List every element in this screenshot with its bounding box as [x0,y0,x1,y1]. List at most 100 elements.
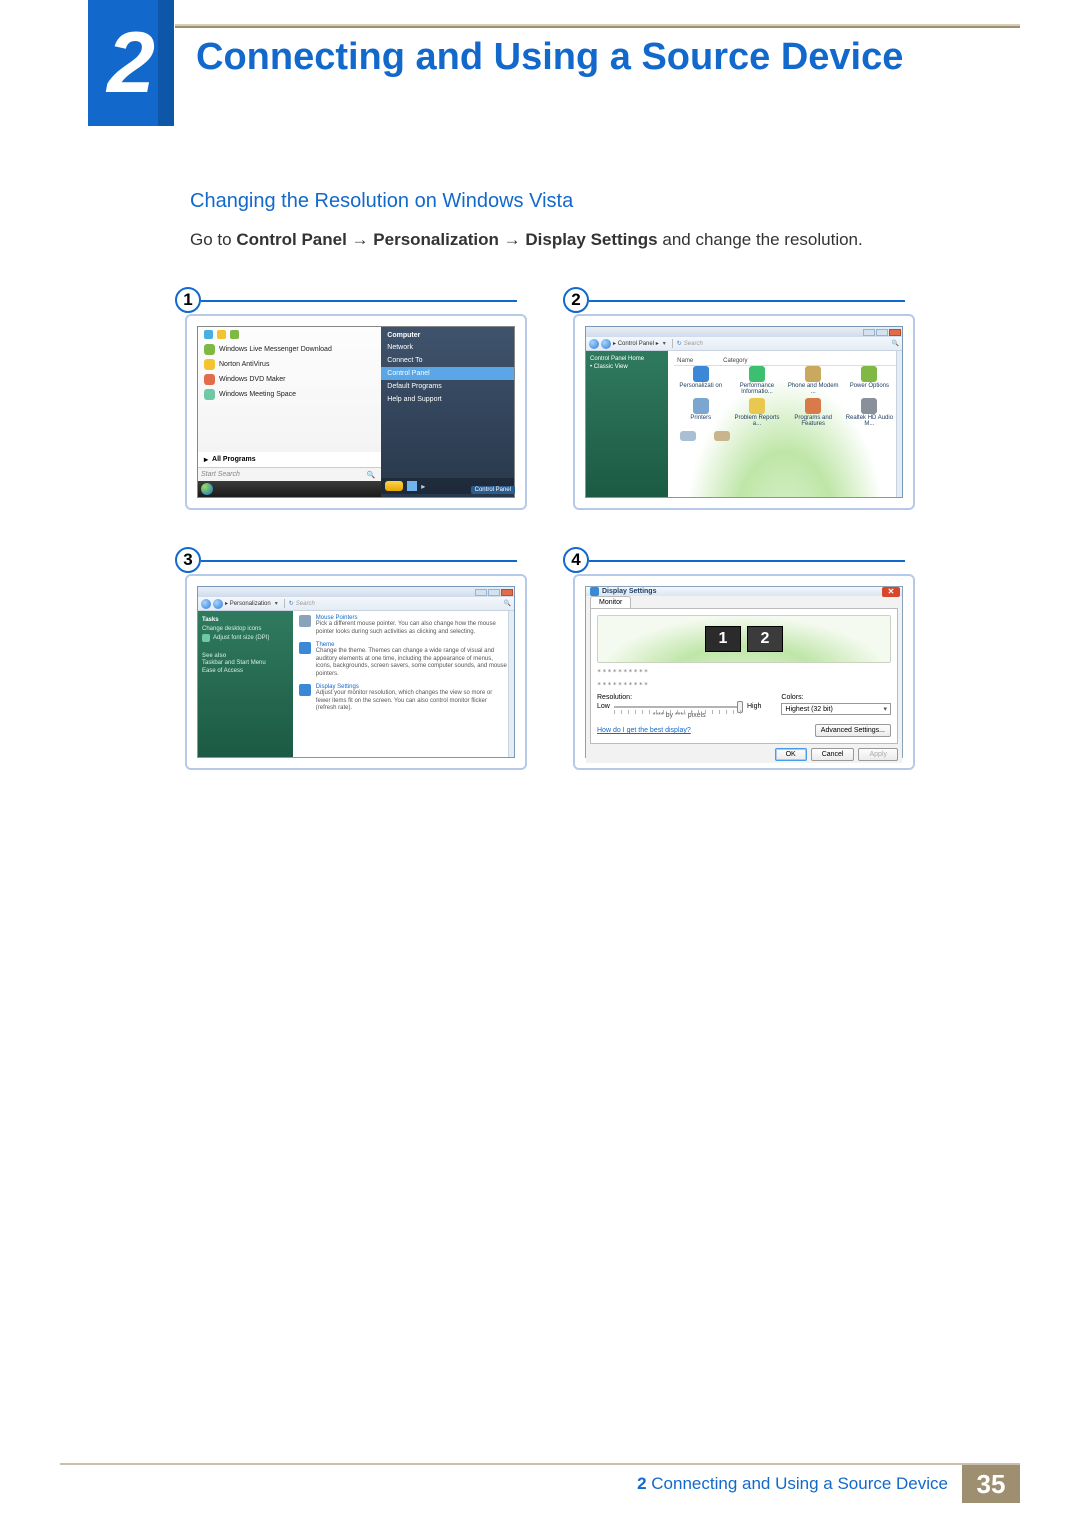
taskbar: Control Panel [198,481,381,497]
maximize-button[interactable] [488,589,500,596]
minimize-button[interactable] [863,329,875,336]
minimize-button[interactable] [475,589,487,596]
refresh-icon[interactable]: ↻ [289,600,294,607]
apply-button[interactable]: Apply [858,748,898,761]
search-icon[interactable]: 🔍 [504,600,511,607]
column-header[interactable]: Category [723,358,747,364]
control-panel-window: ▸ Control Panel ▸ ↻ Search 🔍 Control Pan… [585,326,903,498]
start-search-input[interactable]: Start Search 🔍 [198,467,381,481]
start-menu-right-item[interactable]: Connect To [381,354,514,367]
control-panel-item[interactable]: Realtek HD Audio M... [843,398,896,427]
advanced-settings-button[interactable]: Advanced Settings... [815,724,891,737]
breadcrumb-dropdown-icon[interactable] [273,600,280,607]
start-orb-icon[interactable] [201,483,213,495]
start-menu-item[interactable]: Windows Meeting Space [204,387,375,402]
panel-1-frame: Windows Live Messenger Download Norton An… [185,314,527,510]
search-icon[interactable]: 🔍 [892,340,899,347]
start-menu-right-header[interactable]: Computer [381,330,514,341]
tab-monitor[interactable]: Monitor [590,596,631,608]
refresh-icon[interactable]: ↻ [677,340,682,347]
personalization-entry-icon [299,642,311,654]
control-panel-item-icon[interactable] [680,431,696,441]
start-menu-right-item[interactable]: Default Programs [381,380,514,393]
start-menu-item[interactable]: Norton AntiVirus [204,357,375,372]
pinned-app-icon[interactable] [204,330,213,339]
pinned-app-icon[interactable] [230,330,239,339]
personalization-task-link[interactable]: Adjust font size (DPI) [202,633,289,643]
instruction-arrow-1: → [347,230,373,249]
start-menu-item[interactable]: Windows Live Messenger Download [204,342,375,357]
personalization-see-also-link[interactable]: Ease of Access [202,667,289,675]
start-menu-right-item[interactable]: Control Panel [381,367,514,380]
slider-low-label: Low [597,703,610,710]
instruction-path-2: Personalization [373,230,499,249]
help-link[interactable]: How do I get the best display? [597,727,691,734]
resolution-column: Resolution: Low High **** by **** pixels [597,694,761,719]
dialog-titlebar: Display Settings ✕ [586,587,902,596]
footer-chapter-title: Connecting and Using a Source Device [651,1474,948,1493]
slider-high-label: High [747,703,761,710]
scrollbar[interactable] [896,351,902,497]
start-menu-item-label: Windows Live Messenger Download [219,346,332,353]
start-search-placeholder: Start Search [201,471,240,478]
control-panel-item-icon [861,366,877,382]
start-menu-right-item[interactable]: Network [381,341,514,354]
personalization-entry-desc: Adjust your monitor resolution, which ch… [316,690,508,713]
control-panel-sidebar-item[interactable]: Control Panel Home [590,355,664,363]
nav-back-icon[interactable] [589,339,599,349]
control-panel-item-icon [693,398,709,414]
close-button[interactable] [889,329,901,336]
resolution-slider[interactable]: Low High [597,703,761,710]
slider-track[interactable] [614,706,743,708]
personalization-entry[interactable]: Display SettingsAdjust your monitor reso… [299,684,508,713]
ok-button[interactable]: OK [775,748,807,761]
personalization-entry[interactable]: Mouse PointersPick a different mouse poi… [299,615,508,636]
breadcrumb-personalization[interactable]: ▸ Personalization [225,600,271,607]
start-menu-item[interactable]: Windows DVD Maker [204,372,375,387]
nav-forward-icon[interactable] [601,339,611,349]
control-panel-item-label: Problem Reports a... [730,415,783,427]
colors-label: Colors: [781,694,891,701]
personalization-window: ▸ Personalization ↻ Search 🔍 Tasks Chang… [197,586,515,758]
power-button-icon[interactable] [385,481,403,491]
control-panel-item[interactable]: Problem Reports a... [730,398,783,427]
power-menu-chevron-icon[interactable]: ▸ [421,482,425,491]
page-footer: 2 Connecting and Using a Source Device 3… [60,1463,1020,1503]
control-panel-item[interactable]: Programs and Features [787,398,840,427]
column-header[interactable]: Name [677,358,693,364]
slider-thumb[interactable] [737,701,743,713]
control-panel-item-label: Performance Informatio... [730,383,783,395]
nav-back-icon[interactable] [201,599,211,609]
page-title: Connecting and Using a Source Device [196,36,903,79]
monitor-1[interactable]: 1 [705,626,741,652]
close-button[interactable] [501,589,513,596]
personalization-task-link[interactable]: Change desktop icons [202,625,289,633]
breadcrumb-control-panel[interactable]: ▸ Control Panel ▸ [613,340,659,347]
cancel-button[interactable]: Cancel [811,748,855,761]
start-menu-right-item[interactable]: Help and Support [381,393,514,406]
control-panel-item[interactable]: Power Options [843,366,896,395]
dialog-title: Display Settings [602,588,656,595]
personalization-see-also-link[interactable]: Taskbar and Start Menu [202,659,289,667]
colors-select[interactable]: Highest (32 bit) [781,703,891,715]
pinned-app-icon[interactable] [217,330,226,339]
control-panel-item[interactable]: Personalizati on [674,366,727,395]
personalization-entry[interactable]: ThemeChange the theme. Themes can change… [299,642,508,678]
control-panel-item-icon[interactable] [714,431,730,441]
nav-forward-icon[interactable] [213,599,223,609]
control-panel-item[interactable]: Printers [674,398,727,427]
search-input[interactable]: Search [296,601,502,607]
control-panel-item[interactable]: Phone and Modem ... [787,366,840,395]
monitor-2[interactable]: 2 [747,626,783,652]
lock-button-icon[interactable] [407,481,417,491]
all-programs-button[interactable]: All Programs [198,452,381,467]
control-panel-item[interactable]: Performance Informatio... [730,366,783,395]
search-input[interactable]: Search [684,341,890,347]
close-button[interactable]: ✕ [882,587,900,597]
step-line-2 [589,300,905,302]
personalization-entry-icon [299,684,311,696]
maximize-button[interactable] [876,329,888,336]
scrollbar[interactable] [508,611,514,757]
breadcrumb-dropdown-icon[interactable] [661,340,668,347]
control-panel-sidebar-item[interactable]: Classic View [590,363,664,371]
